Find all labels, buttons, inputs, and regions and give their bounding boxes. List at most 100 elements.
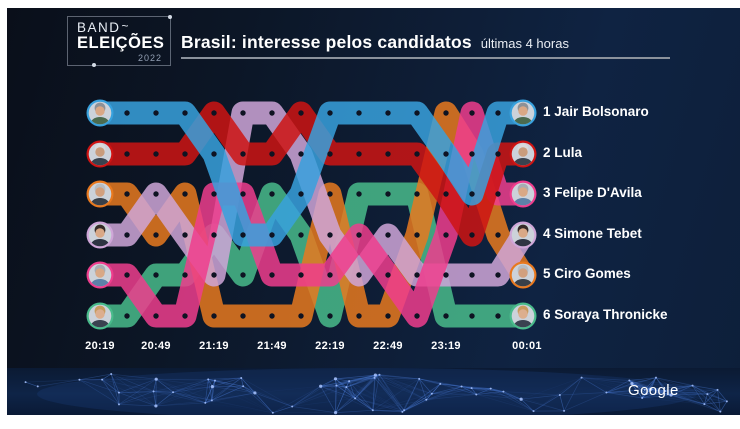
data-point (414, 110, 420, 116)
data-point (327, 110, 333, 116)
avatar-soraya-thronicke (86, 302, 114, 330)
data-point (211, 232, 217, 238)
data-point (495, 191, 501, 197)
data-point (469, 232, 475, 238)
avatar-simone-tebet (509, 221, 537, 249)
avatar-soraya-thronicke (509, 302, 537, 330)
data-point (356, 191, 362, 197)
avatar-simone-tebet (86, 221, 114, 249)
data-point (414, 191, 420, 197)
data-point (124, 313, 130, 319)
candidate-label-soraya-thronicke: 6 Soraya Thronicke (543, 307, 668, 322)
data-point (385, 232, 391, 238)
time-tick-label: 22:49 (373, 340, 403, 352)
data-point (240, 272, 246, 278)
data-point (182, 151, 188, 157)
time-tick-label: 20:19 (85, 340, 115, 352)
data-point (211, 191, 217, 197)
data-point (211, 151, 217, 157)
data-point (298, 272, 304, 278)
data-point (327, 151, 333, 157)
data-point (414, 313, 420, 319)
data-point (356, 272, 362, 278)
avatar-ciro-gomes (86, 180, 114, 208)
network-strip (7, 368, 740, 415)
data-point (153, 272, 159, 278)
data-point (495, 313, 501, 319)
band-eleicoes-logo: BAND ~ ELEIÇÕES 2022 (67, 15, 172, 67)
data-point (443, 151, 449, 157)
data-point (414, 272, 420, 278)
logo-year: 2022 (137, 53, 162, 63)
data-point (124, 110, 130, 116)
candidate-label-jair-bolsonaro: 1 Jair Bolsonaro (543, 104, 649, 119)
data-point (240, 232, 246, 238)
data-point (182, 110, 188, 116)
data-point (153, 191, 159, 197)
data-point (240, 151, 246, 157)
data-point (211, 313, 217, 319)
logo-band-text: BAND (77, 20, 121, 35)
logo-tilde: ~ (121, 19, 129, 33)
data-point (298, 110, 304, 116)
page-title: Brasil: interesse pelos candidatos (181, 32, 472, 52)
data-point (240, 313, 246, 319)
series-line-jair-bolsonaro (88, 101, 535, 247)
data-point (269, 272, 275, 278)
data-point (298, 151, 304, 157)
data-point (356, 151, 362, 157)
data-point (327, 272, 333, 278)
data-point (356, 313, 362, 319)
data-point (153, 110, 159, 116)
data-point (443, 272, 449, 278)
data-point (495, 151, 501, 157)
google-logo: Google (628, 382, 679, 399)
data-point (211, 272, 217, 278)
title-divider (181, 57, 670, 59)
time-tick-label: 23:19 (431, 340, 461, 352)
network-graphic (24, 368, 728, 415)
page-subtitle: últimas 4 horas (480, 36, 569, 51)
data-point (153, 313, 159, 319)
data-point (414, 232, 420, 238)
data-point (385, 272, 391, 278)
avatar-jair-bolsonaro (86, 99, 114, 127)
data-point (469, 110, 475, 116)
data-point (153, 232, 159, 238)
time-tick-label: 21:49 (257, 340, 287, 352)
data-point (269, 232, 275, 238)
series-line-simone-tebet (88, 101, 535, 287)
data-point (495, 232, 501, 238)
data-point (469, 191, 475, 197)
time-tick-label: 00:01 (512, 340, 542, 352)
data-point (443, 232, 449, 238)
data-point (443, 110, 449, 116)
candidate-label-felipe-d-avila: 3 Felipe D'Avila (543, 185, 642, 200)
data-point (298, 313, 304, 319)
avatar-lula (509, 140, 537, 168)
data-point (495, 272, 501, 278)
logo-corner-dot (168, 15, 172, 19)
logo-corner-dot (92, 63, 96, 67)
data-point (298, 191, 304, 197)
data-point (356, 232, 362, 238)
time-tick-label: 20:49 (141, 340, 171, 352)
avatar-lula (86, 140, 114, 168)
data-point (269, 151, 275, 157)
data-point (469, 151, 475, 157)
data-point (269, 313, 275, 319)
data-point (385, 151, 391, 157)
candidate-label-ciro-gomes: 5 Ciro Gomes (543, 266, 631, 281)
data-point (385, 313, 391, 319)
data-point (182, 272, 188, 278)
data-point (269, 191, 275, 197)
candidate-label-lula: 2 Lula (543, 145, 583, 160)
data-point (469, 313, 475, 319)
logo-eleicoes-text: ELEIÇÕES (77, 34, 165, 52)
data-point (124, 272, 130, 278)
data-point (385, 191, 391, 197)
avatar-jair-bolsonaro (509, 99, 537, 127)
data-point (327, 191, 333, 197)
candidate-label-simone-tebet: 4 Simone Tebet (543, 226, 642, 241)
